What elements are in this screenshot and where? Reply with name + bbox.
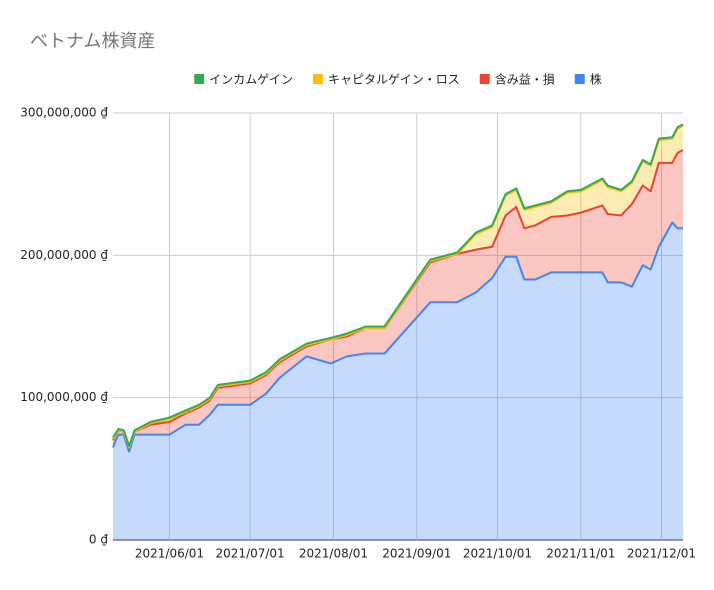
x-tick-label: 2021/08/01	[299, 547, 368, 561]
legend-label: キャピタルゲイン・ロス	[328, 73, 460, 87]
legend: インカムゲイン キャピタルゲイン・ロス 含み益・損 株	[194, 72, 602, 87]
area	[113, 150, 683, 452]
legend-label: 株	[590, 72, 602, 87]
legend-label: 含み益・損	[495, 72, 555, 87]
x-tick-label: 2021/11/01	[546, 547, 615, 561]
y-tick-label: 100,000,000 ₫	[20, 390, 108, 404]
y-tick-label: 300,000,000 ₫	[20, 106, 108, 120]
line	[112, 221, 683, 453]
x-tick-label: 2021/12/01	[627, 547, 696, 561]
y-tick-label: 0 ₫	[89, 533, 108, 547]
area	[113, 222, 683, 540]
x-tick-label: 2021/07/01	[216, 547, 285, 561]
line	[112, 123, 684, 448]
x-tick-label: 2021/10/01	[463, 547, 532, 561]
x-tick-label: 2021/09/01	[382, 547, 451, 561]
legend-swatch	[194, 74, 205, 84]
chart-title: ベトナム株資産	[30, 31, 155, 52]
legend-swatch	[479, 74, 490, 84]
legend-swatch	[574, 74, 585, 84]
legend-swatch	[312, 74, 323, 84]
legend-label: インカムゲイン	[209, 73, 293, 87]
y-tick-label: 200,000,000 ₫	[20, 248, 108, 262]
x-tick-label: 2021/06/01	[135, 547, 204, 561]
